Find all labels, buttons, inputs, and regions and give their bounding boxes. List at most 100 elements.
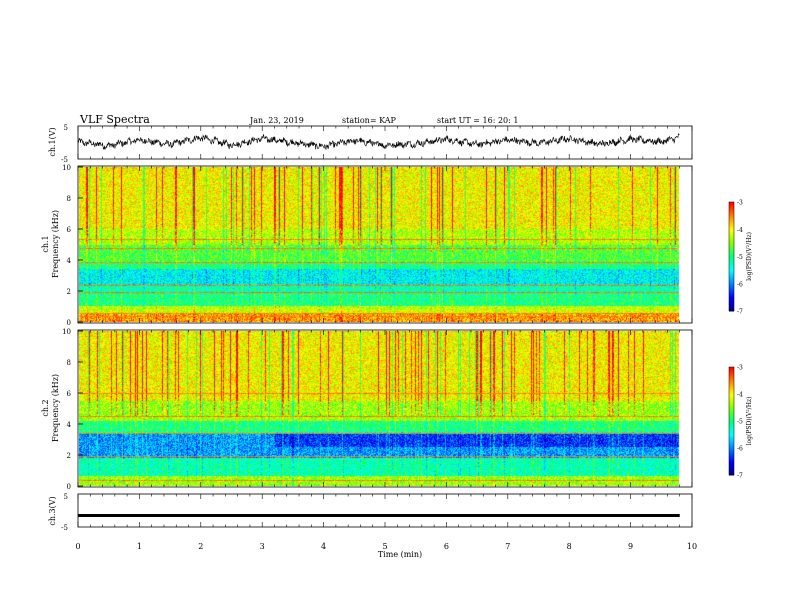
ch1-colorbar-swatch bbox=[729, 245, 734, 248]
ch1-colorbar-swatch bbox=[729, 261, 734, 265]
ch1-colorbar-swatch bbox=[729, 221, 734, 225]
ch1-colorbar-swatch bbox=[729, 309, 734, 312]
ch1-colorbar: -3 -4 -5 -6 -7 log(PSD)(V²/Hz) bbox=[728, 200, 753, 316]
ch1-colorbar-swatch bbox=[729, 260, 734, 263]
ch1-colorbar-swatch bbox=[729, 234, 734, 238]
ch1-spectrogram-image bbox=[79, 167, 691, 322]
ch2-colorbar-swatch bbox=[729, 431, 734, 435]
ch1-spectrogram-ytick-label: 0 bbox=[67, 319, 71, 327]
ch1-colorbar-swatch bbox=[729, 292, 734, 296]
date-label: Jan. 23, 2019 bbox=[249, 116, 304, 125]
ch2-colorbar-swatch bbox=[729, 462, 734, 465]
ch1-colorbar-swatch bbox=[729, 280, 734, 283]
ch1-colorbar-swatch bbox=[729, 229, 734, 232]
ch1-colorbar-swatch bbox=[729, 301, 734, 305]
ch1-colorbar-swatch bbox=[729, 223, 734, 227]
ch1-spectrogram-panel: 0 2 4 6 8 10 ch.1 Frequency (kHz) bbox=[41, 164, 693, 327]
ch2-colorbar-frame bbox=[728, 366, 735, 476]
ch2-spectrogram-ytick-label: 6 bbox=[67, 390, 72, 398]
ch1-colorbar-swatch bbox=[729, 283, 734, 287]
ch1-ylabel: ch.1(V) bbox=[48, 127, 57, 156]
ch1-colorbar-swatch bbox=[729, 281, 734, 285]
ch2-colorbar-swatch bbox=[729, 410, 734, 413]
ch2-colorbar-swatch bbox=[729, 428, 734, 431]
ch1-colorbar-swatch bbox=[729, 202, 734, 205]
ch1-colorbar-swatch bbox=[729, 209, 734, 212]
x-tick-label: 1 bbox=[137, 542, 142, 551]
x-axis-ticks: 0 1 2 3 4 5 6 7 8 9 10 bbox=[75, 126, 697, 551]
ch1-colorbar-swatch bbox=[729, 247, 734, 250]
ch1-colorbar-tick-label: -3 bbox=[737, 200, 743, 207]
ch1-colorbar-swatch bbox=[729, 258, 734, 261]
ch1-colorbar-frame bbox=[728, 201, 735, 312]
ch1-colorbar-swatch bbox=[729, 211, 734, 214]
ch2-colorbar-swatch bbox=[729, 401, 734, 404]
ch1-ytick-bottom: -5 bbox=[61, 156, 68, 164]
ch1-spectrogram-ytick-label: 8 bbox=[67, 195, 71, 203]
ch3-ytick-bottom: -5 bbox=[61, 524, 68, 532]
ch2-colorbar-tick-label: -3 bbox=[737, 365, 743, 372]
ch1-colorbar-swatch bbox=[729, 225, 734, 228]
ch1-colorbar-swatch bbox=[729, 238, 734, 241]
ch2-colorbar-swatch bbox=[729, 367, 734, 370]
ch1-colorbar-swatch bbox=[729, 249, 734, 252]
ch2-colorbar-swatch bbox=[729, 442, 734, 445]
ch1-waveform-panel: 5 -5 ch.1(V) bbox=[48, 124, 693, 164]
ch2-spectrogram-image bbox=[79, 331, 691, 486]
ch1-colorbar-swatch bbox=[729, 271, 734, 274]
ch1-colorbar-swatch bbox=[729, 276, 734, 279]
ch2-colorbar-swatch bbox=[729, 374, 734, 377]
ch1-colorbar-swatch bbox=[729, 272, 734, 276]
ch2-colorbar-swatch bbox=[729, 458, 734, 462]
x-tick-label: 5 bbox=[382, 542, 387, 551]
ch2-colorbar-swatch bbox=[729, 469, 734, 472]
ch1-spectrogram-ylabel-freq: Frequency (kHz) bbox=[51, 210, 60, 278]
ch2-colorbar-swatch bbox=[729, 426, 734, 429]
ch1-colorbar-swatch bbox=[729, 240, 734, 243]
ch1-colorbar-swatch bbox=[729, 294, 734, 297]
ch2-colorbar-swatch bbox=[729, 430, 734, 433]
ch1-colorbar-swatch bbox=[729, 241, 734, 245]
ch2-colorbar-swatch bbox=[729, 419, 734, 422]
ch1-colorbar-swatch bbox=[729, 236, 734, 239]
x-tick-label: 7 bbox=[505, 542, 510, 551]
x-axis-label: Time (min) bbox=[378, 550, 422, 559]
ch1-colorbar-swatch bbox=[729, 256, 734, 259]
ch2-colorbar-swatch bbox=[729, 412, 734, 415]
ch2-colorbar: -3 -4 -5 -6 -7 log(PSD)(V²/Hz) bbox=[728, 365, 753, 480]
ch1-colorbar-swatch bbox=[729, 300, 734, 303]
ch2-spectrogram-ylabel-ch: ch.2 bbox=[41, 399, 50, 416]
ch1-colorbar-swatch bbox=[729, 220, 734, 223]
ch2-colorbar-swatch bbox=[729, 437, 734, 440]
ch1-colorbar-swatch bbox=[729, 212, 734, 216]
ch1-spectrogram-ylabel-ch: ch.1 bbox=[41, 235, 50, 252]
ch3-ylabel: ch.3(V) bbox=[48, 496, 57, 525]
ch2-colorbar-swatch bbox=[729, 388, 734, 391]
ch1-colorbar-swatch bbox=[729, 287, 734, 290]
ch1-colorbar-swatch bbox=[729, 269, 734, 272]
ch2-colorbar-swatch bbox=[729, 404, 734, 408]
ch1-colorbar-swatch bbox=[729, 265, 734, 268]
ch2-spectrogram-ytick-label: 4 bbox=[67, 421, 72, 429]
x-tick-label: 2 bbox=[198, 542, 203, 551]
ch2-colorbar-swatch bbox=[729, 372, 734, 375]
ch1-spectrogram-yticks: 0 2 4 6 8 10 bbox=[62, 164, 83, 327]
ch1-colorbar-swatch bbox=[729, 278, 734, 281]
ch2-colorbar-swatch bbox=[729, 368, 734, 372]
ch2-colorbar-tick-label: -4 bbox=[737, 392, 743, 399]
ch2-colorbar-swatch bbox=[729, 439, 734, 442]
ch1-ytick-top: 5 bbox=[64, 124, 68, 132]
x-tick-label: 8 bbox=[567, 542, 572, 551]
ch1-spectrogram-ytick-label: 10 bbox=[62, 164, 71, 172]
ch2-colorbar-swatch bbox=[729, 435, 734, 438]
ch2-colorbar-swatch bbox=[729, 395, 734, 399]
ch1-colorbar-swatch bbox=[729, 303, 734, 307]
ch1-colorbar-swatch bbox=[729, 307, 734, 310]
ch2-colorbar-swatch bbox=[729, 455, 734, 458]
ch2-colorbar-swatch bbox=[729, 408, 734, 411]
ch1-colorbar-swatch bbox=[729, 289, 734, 292]
ch2-colorbar-swatch bbox=[729, 464, 734, 467]
x-tick-label: 9 bbox=[628, 542, 633, 551]
ch1-colorbar-swatch bbox=[729, 214, 734, 218]
ch1-waveform-line bbox=[77, 132, 680, 151]
